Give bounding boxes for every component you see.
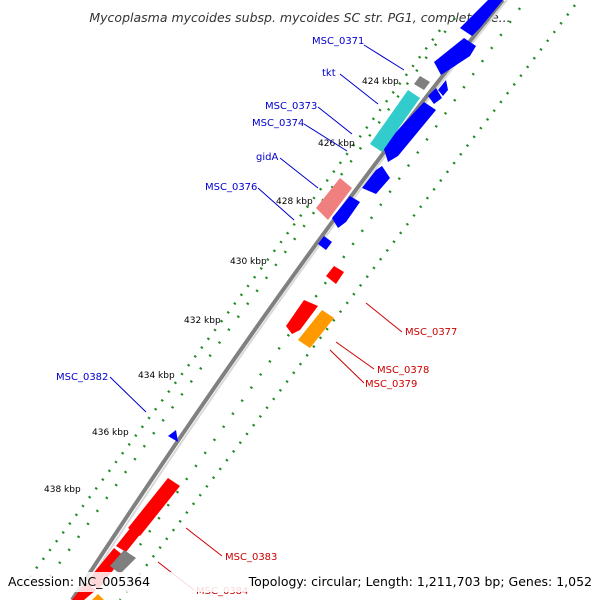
scale-label-436: 436 kbp <box>92 428 129 438</box>
gene-fwd-small-c[interactable] <box>318 236 332 250</box>
footer-background <box>0 572 600 592</box>
label-msc-0376[interactable]: MSC_0376 <box>205 182 257 193</box>
map-title: Mycoplasma mycoides subsp. mycoides SC s… <box>89 10 510 25</box>
forward-genes <box>168 0 503 442</box>
forward-leaders <box>109 44 405 413</box>
gene-msc-0374[interactable] <box>383 102 436 162</box>
label-msc-0379[interactable]: MSC_0379 <box>365 379 417 390</box>
gene-rev-small-orange[interactable] <box>92 594 104 600</box>
genome-backbone <box>70 0 505 600</box>
gene-gida[interactable] <box>362 166 390 194</box>
gene-msc-0376[interactable] <box>332 196 360 228</box>
scale-label-434: 434 kbp <box>138 371 175 381</box>
gene-msc-0373-cyan[interactable] <box>370 90 420 152</box>
label-msc-0373[interactable]: MSC_0373 <box>265 101 317 112</box>
gene-msc-0379-orange[interactable] <box>298 310 334 348</box>
gene-msc-0375-pink[interactable] <box>316 178 352 220</box>
gene-msc-0370[interactable] <box>460 0 503 36</box>
scale-label-428: 428 kbp <box>276 197 313 207</box>
inner-tick-ring-left <box>38 17 457 591</box>
gene-tkt-gray[interactable] <box>414 76 430 90</box>
label-msc-0377[interactable]: MSC_0377 <box>405 327 457 338</box>
genome-backbone-highlight <box>76 0 508 600</box>
gene-msc-0382[interactable] <box>168 430 178 442</box>
gene-fwd-small-a[interactable] <box>428 88 442 104</box>
outer-tick-ring-left <box>19 29 441 591</box>
gene-rev-gray[interactable] <box>110 550 136 574</box>
topology-text: Topology: circular; Length: 1,211,703 bp… <box>248 574 592 589</box>
label-gida[interactable]: gidA <box>256 152 278 163</box>
gene-msc-0371[interactable] <box>434 38 476 75</box>
scale-label-438: 438 kbp <box>44 485 81 495</box>
label-tkt[interactable]: tkt <box>322 68 336 79</box>
scale-label-424: 424 kbp <box>362 77 399 87</box>
reverse-leaders <box>157 302 403 591</box>
label-msc-0371[interactable]: MSC_0371 <box>312 36 364 47</box>
gene-msc-0377[interactable] <box>326 266 344 284</box>
outer-tick-ring-right <box>119 4 576 600</box>
gene-msc-0378a[interactable] <box>286 300 318 334</box>
label-msc-0382[interactable]: MSC_0382 <box>56 372 108 383</box>
scale-label-432: 432 kbp <box>184 316 221 326</box>
label-msc-0383[interactable]: MSC_0383 <box>225 552 277 563</box>
scale-label-430: 430 kbp <box>230 257 267 267</box>
label-msc-0378[interactable]: MSC_0378 <box>377 365 429 376</box>
gene-fwd-small-b[interactable] <box>438 80 448 96</box>
gene-msc-0383b[interactable] <box>116 526 142 552</box>
accession-text: Accession: NC_005364 <box>8 574 150 589</box>
gene-msc-0383[interactable] <box>128 478 180 536</box>
label-msc-0374[interactable]: MSC_0374 <box>252 118 304 129</box>
